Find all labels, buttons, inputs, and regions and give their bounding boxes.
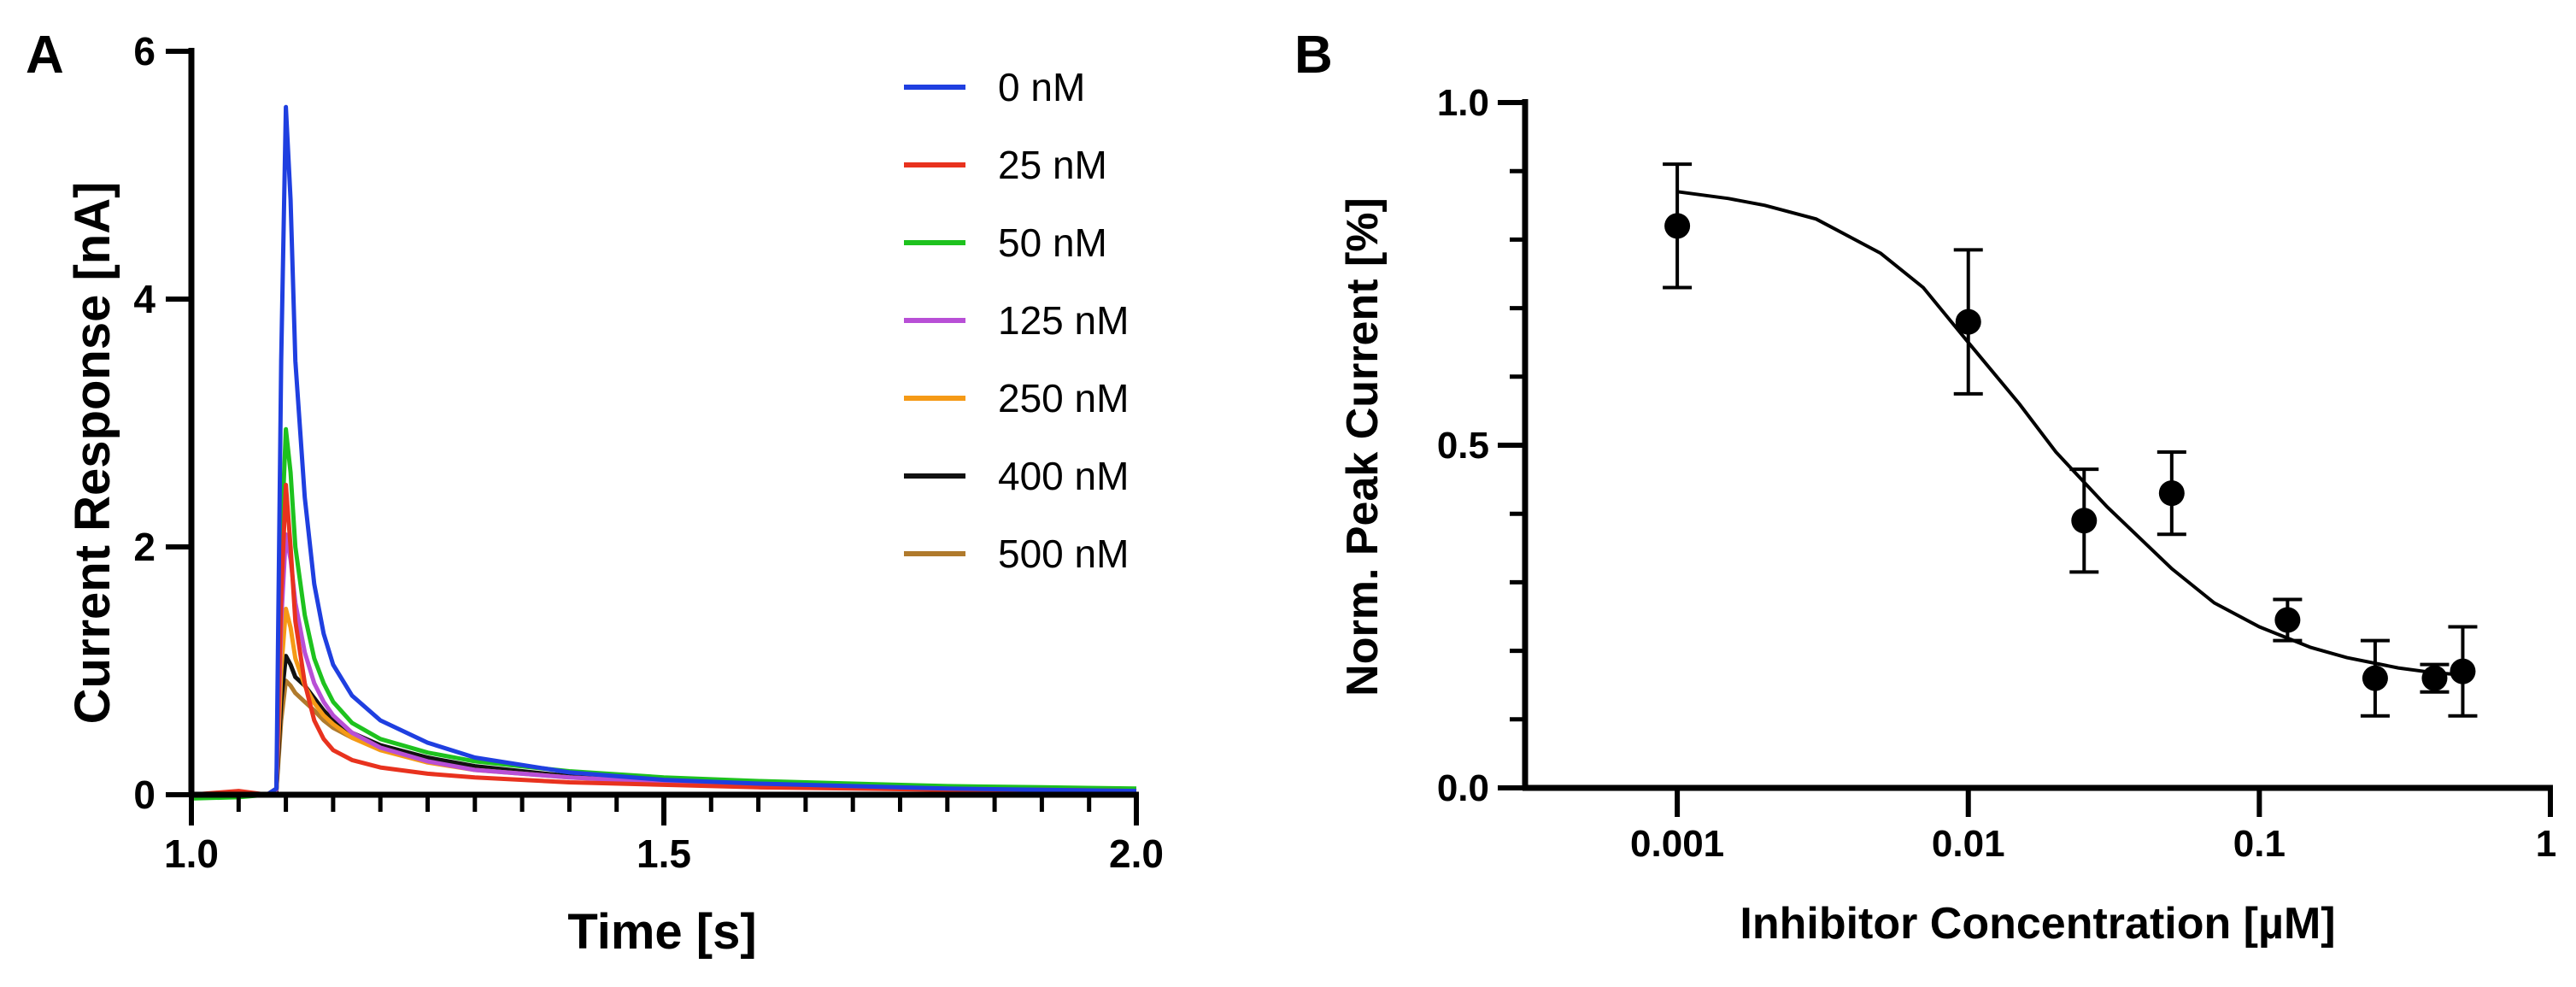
panel-a-x-tick-label: 2.0 <box>1109 831 1164 876</box>
panel-b-y-axis-label: Norm. Peak Current [%] <box>1338 197 1388 696</box>
panel-b: B 0.0 0.5 1.0 0.001 0.01 0.1 1 Inhibitor Conce… <box>1294 26 2556 949</box>
panel-a-x-axis-label: Time [s] <box>567 904 756 960</box>
panel-a-legend: 0 nM 25 nM 50 nM 125 nM 250 nM 400 nM 500 nM <box>904 65 1129 576</box>
series-line-0 <box>191 104 1137 797</box>
data-point-2 <box>2071 508 2098 534</box>
panel-b-axes: 0.0 0.5 1.0 0.001 0.01 0.1 1 <box>1437 82 2556 865</box>
data-point-3 <box>2158 480 2185 507</box>
panel-b-data-points <box>1663 162 2478 718</box>
fit-curve-line <box>1676 190 2463 677</box>
panel-b-x-tick-label: 0.01 <box>1932 823 2005 865</box>
data-point-4 <box>2274 607 2301 633</box>
legend-label-6: 500 nM <box>998 532 1129 576</box>
panel-b-x-tick-label: 0.001 <box>1630 823 1724 865</box>
panel-a-x-tick-label: 1.0 <box>164 831 219 876</box>
data-point-1 <box>1955 308 1981 335</box>
panel-a-series-lines <box>191 104 1137 801</box>
panel-b-x-axis-label: Inhibitor Concentration [µM] <box>1740 899 2335 949</box>
series-line-2 <box>191 426 1137 801</box>
data-point-7 <box>2450 658 2476 684</box>
panel-b-letter: B <box>1294 26 1333 85</box>
panel-b-fit-curve <box>1676 190 2463 677</box>
legend-label-1: 25 nM <box>998 143 1107 187</box>
panel-a-letter: A <box>26 26 64 85</box>
legend-label-0: 0 nM <box>998 65 1085 109</box>
panel-a-y-tick-label: 4 <box>133 277 155 321</box>
data-point-6 <box>2421 665 2448 691</box>
series-line-1 <box>191 483 1137 797</box>
panel-a-y-tick-label: 2 <box>133 525 155 569</box>
panel-a-axes: 1.0 1.5 2.0 0 2 4 6 <box>133 29 1164 876</box>
legend-label-4: 250 nM <box>998 376 1129 420</box>
data-point-0 <box>1664 213 1691 239</box>
legend-label-5: 400 nM <box>998 454 1129 498</box>
panel-a: A 1.0 1.5 2.0 0 2 4 6 0 nM 25 nM 50 nM 125 nM 250 … <box>26 26 1164 960</box>
panel-a-y-axis-label: Current Response [nA] <box>65 182 120 725</box>
panel-b-x-tick-label: 0.1 <box>2233 823 2286 865</box>
panel-b-y-tick-label: 0.0 <box>1437 767 1489 809</box>
panel-a-y-tick-label: 6 <box>133 29 155 73</box>
legend-label-3: 125 nM <box>998 298 1129 343</box>
panel-b-y-tick-label: 1.0 <box>1437 82 1489 124</box>
panel-a-y-tick-label: 0 <box>133 773 155 817</box>
legend-label-2: 50 nM <box>998 220 1107 265</box>
panel-b-x-tick-label: 1 <box>2536 823 2556 865</box>
data-point-5 <box>2362 665 2388 691</box>
panel-b-y-tick-label: 0.5 <box>1437 425 1489 467</box>
panel-a-x-tick-label: 1.5 <box>637 831 691 876</box>
